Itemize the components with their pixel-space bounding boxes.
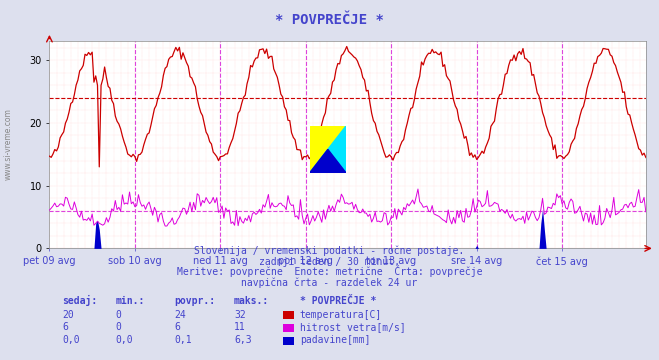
Text: 0,0: 0,0 bbox=[115, 336, 133, 346]
Text: 32: 32 bbox=[234, 310, 246, 320]
Polygon shape bbox=[310, 126, 346, 173]
Text: 11: 11 bbox=[234, 323, 246, 333]
Text: * POVPREČJE *: * POVPREČJE * bbox=[300, 296, 376, 306]
Text: 6: 6 bbox=[175, 323, 181, 333]
Text: 20: 20 bbox=[63, 310, 74, 320]
Text: temperatura[C]: temperatura[C] bbox=[300, 310, 382, 320]
Text: 6: 6 bbox=[63, 323, 69, 333]
Text: zadnji teden / 30 minut.: zadnji teden / 30 minut. bbox=[259, 257, 400, 267]
Text: min.:: min.: bbox=[115, 296, 145, 306]
Text: padavine[mm]: padavine[mm] bbox=[300, 336, 370, 346]
Text: Meritve: povprečne  Enote: metrične  Črta: povprečje: Meritve: povprečne Enote: metrične Črta:… bbox=[177, 265, 482, 278]
Text: 24: 24 bbox=[175, 310, 186, 320]
Text: hitrost vetra[m/s]: hitrost vetra[m/s] bbox=[300, 323, 405, 333]
Text: maks.:: maks.: bbox=[234, 296, 269, 306]
Text: Slovenija / vremenski podatki - ročne postaje.: Slovenija / vremenski podatki - ročne po… bbox=[194, 245, 465, 256]
Text: sedaj:: sedaj: bbox=[63, 295, 98, 306]
Text: 0: 0 bbox=[115, 323, 121, 333]
Text: navpična črta - razdelek 24 ur: navpična črta - razdelek 24 ur bbox=[241, 278, 418, 288]
Text: www.si-vreme.com: www.si-vreme.com bbox=[3, 108, 13, 180]
Text: * POVPREČJE *: * POVPREČJE * bbox=[275, 13, 384, 27]
Text: povpr.:: povpr.: bbox=[175, 296, 215, 306]
Polygon shape bbox=[310, 149, 346, 173]
Text: 0: 0 bbox=[115, 310, 121, 320]
Text: 0,1: 0,1 bbox=[175, 336, 192, 346]
Polygon shape bbox=[310, 126, 346, 173]
Text: 0,0: 0,0 bbox=[63, 336, 80, 346]
Text: 6,3: 6,3 bbox=[234, 336, 252, 346]
